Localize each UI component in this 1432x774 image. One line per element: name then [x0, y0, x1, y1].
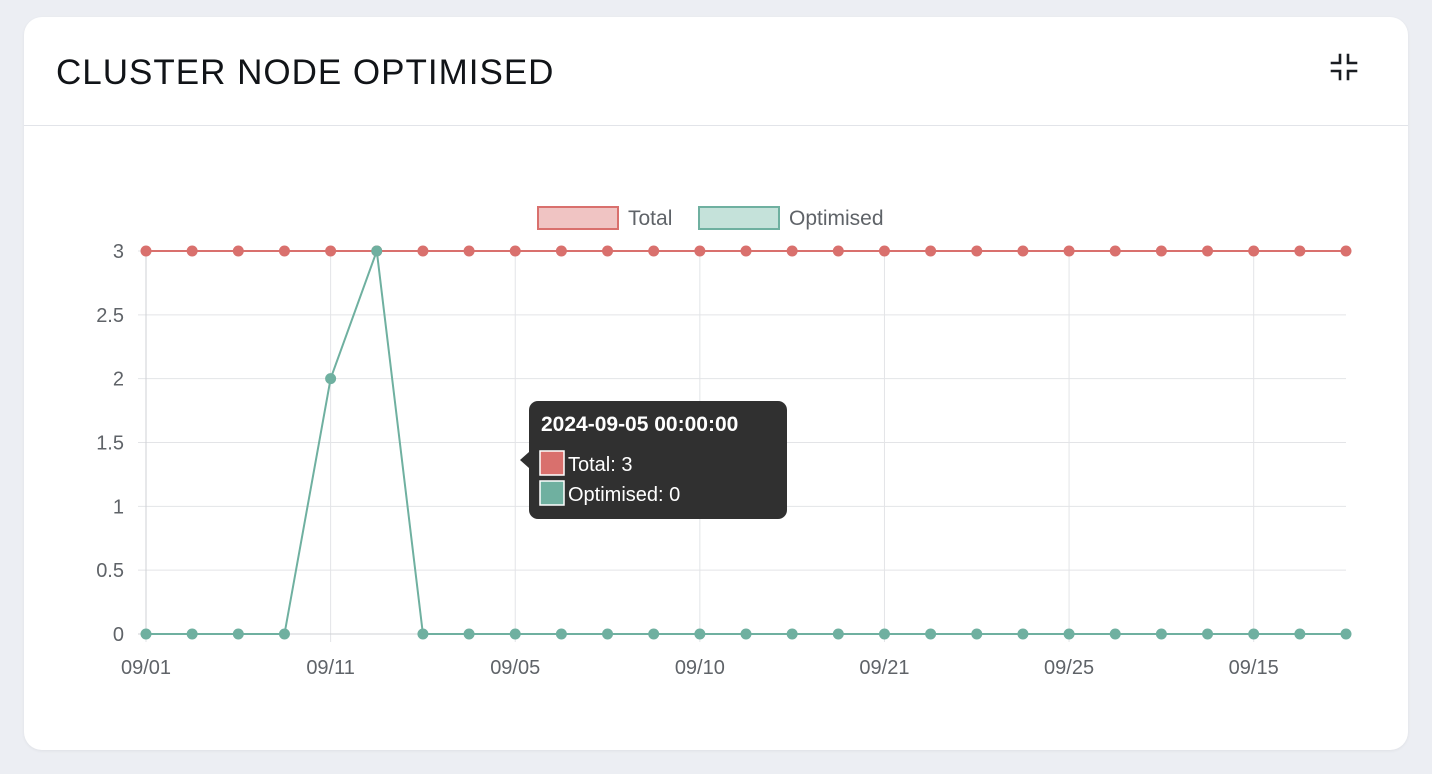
- series-optimised: [140, 245, 1352, 640]
- card-header: CLUSTER NODE OPTIMISED: [24, 17, 1408, 126]
- tooltip-line: Total: 3: [568, 454, 632, 476]
- data-point[interactable]: [1248, 245, 1260, 257]
- data-point[interactable]: [602, 245, 614, 257]
- data-point[interactable]: [832, 245, 844, 257]
- data-point[interactable]: [463, 245, 475, 257]
- legend-label: Optimised: [789, 207, 884, 230]
- y-axis-ticks: 0 0.5 1 1.5 2 2.5 3: [96, 241, 124, 646]
- x-tick-label: 09/11: [306, 657, 355, 679]
- y-tick-label: 1.5: [96, 433, 124, 455]
- x-tick-label: 09/05: [490, 657, 540, 679]
- data-point[interactable]: [602, 628, 614, 640]
- data-point[interactable]: [1063, 628, 1075, 640]
- data-point[interactable]: [278, 628, 290, 640]
- data-point[interactable]: [417, 245, 429, 257]
- series: [140, 245, 1352, 640]
- data-point[interactable]: [325, 245, 337, 257]
- data-point[interactable]: [971, 245, 983, 257]
- data-point[interactable]: [371, 245, 383, 257]
- data-point[interactable]: [186, 245, 198, 257]
- data-point[interactable]: [186, 628, 198, 640]
- line-chart: 00.511.522.53 09/01 09/11 09/05 09/10 09/21 0…: [96, 206, 1352, 679]
- data-point[interactable]: [786, 245, 798, 257]
- data-point[interactable]: [278, 245, 290, 257]
- data-point[interactable]: [786, 628, 798, 640]
- data-point[interactable]: [925, 245, 937, 257]
- x-tick-label: 09/10: [675, 657, 725, 679]
- x-tick-label: 09/21: [859, 657, 909, 679]
- y-tick-label: 0: [113, 624, 124, 646]
- legend-label: Total: [628, 207, 672, 230]
- tooltip-box: [529, 401, 787, 519]
- data-point[interactable]: [417, 628, 429, 640]
- legend-swatch: [537, 206, 619, 230]
- grid-lines: [138, 250, 1346, 642]
- data-point[interactable]: [140, 628, 152, 640]
- tooltip-title: 2024-09-05 00:00:00: [541, 413, 738, 436]
- legend[interactable]: Total Optimised: [537, 206, 884, 230]
- data-point[interactable]: [325, 373, 337, 385]
- data-point[interactable]: [694, 628, 706, 640]
- data-point[interactable]: [648, 628, 660, 640]
- legend-item-total[interactable]: Total: [537, 206, 672, 230]
- data-point[interactable]: [555, 245, 567, 257]
- data-point[interactable]: [740, 628, 752, 640]
- tooltip-pointer: [520, 452, 529, 468]
- data-point[interactable]: [1248, 628, 1260, 640]
- data-point[interactable]: [1340, 628, 1352, 640]
- data-point[interactable]: [878, 628, 890, 640]
- tooltip-swatch: [539, 450, 565, 476]
- data-point[interactable]: [1109, 628, 1121, 640]
- data-point[interactable]: [140, 245, 152, 257]
- data-point[interactable]: [232, 245, 244, 257]
- data-point[interactable]: [1340, 245, 1352, 257]
- data-point[interactable]: [1294, 245, 1306, 257]
- data-point[interactable]: [832, 628, 844, 640]
- data-point[interactable]: [971, 628, 983, 640]
- data-point[interactable]: [509, 628, 521, 640]
- data-point[interactable]: [555, 628, 567, 640]
- data-point[interactable]: [1017, 245, 1029, 257]
- tooltip-swatch: [539, 480, 565, 506]
- y-tick-label: 2: [113, 369, 124, 391]
- y-tick-label: 3: [113, 241, 124, 263]
- data-point[interactable]: [1017, 628, 1029, 640]
- y-tick-label: 0.5: [96, 560, 124, 582]
- data-point[interactable]: [878, 245, 890, 257]
- data-point[interactable]: [740, 245, 752, 257]
- legend-swatch: [698, 206, 780, 230]
- data-point[interactable]: [925, 628, 937, 640]
- data-point[interactable]: [232, 628, 244, 640]
- data-point[interactable]: [1202, 628, 1214, 640]
- x-tick-label: 09/15: [1229, 657, 1279, 679]
- x-tick-label: 09/25: [1044, 657, 1094, 679]
- data-point[interactable]: [1063, 245, 1075, 257]
- x-tick-label: 09/01: [121, 657, 171, 679]
- data-point[interactable]: [509, 245, 521, 257]
- data-point[interactable]: [1202, 245, 1214, 257]
- data-point[interactable]: [463, 628, 475, 640]
- data-point[interactable]: [1109, 245, 1121, 257]
- data-point[interactable]: [1155, 245, 1167, 257]
- data-point[interactable]: [648, 245, 660, 257]
- y-tick-label: 1: [113, 496, 124, 518]
- collapse-icon: [1330, 53, 1358, 81]
- series-total: [140, 245, 1352, 257]
- chart-area: 0 0.5 1 1.5 2 2.5 3 09/01 09/11 09/05 09/10 09/21 0…: [24, 126, 1408, 750]
- data-point[interactable]: [694, 245, 706, 257]
- legend-item-optimised[interactable]: Optimised: [698, 206, 884, 230]
- chart-card: CLUSTER NODE OPTIMISED 0 0.5 1 1.5 2 2.5 3 09/…: [24, 17, 1408, 750]
- collapse-button[interactable]: [1324, 47, 1364, 87]
- data-point[interactable]: [1155, 628, 1167, 640]
- data-point[interactable]: [1294, 628, 1306, 640]
- x-axis-ticks: 09/01 09/11 09/05 09/10 09/21 09/25 09/15: [121, 657, 1279, 679]
- tooltip: 2024-09-05 00:00:00 Total: 3 Optimised: 0: [520, 401, 787, 519]
- card-title: CLUSTER NODE OPTIMISED: [56, 53, 555, 92]
- y-tick-label: 2.5: [96, 305, 124, 327]
- tooltip-line: Optimised: 0: [568, 484, 680, 506]
